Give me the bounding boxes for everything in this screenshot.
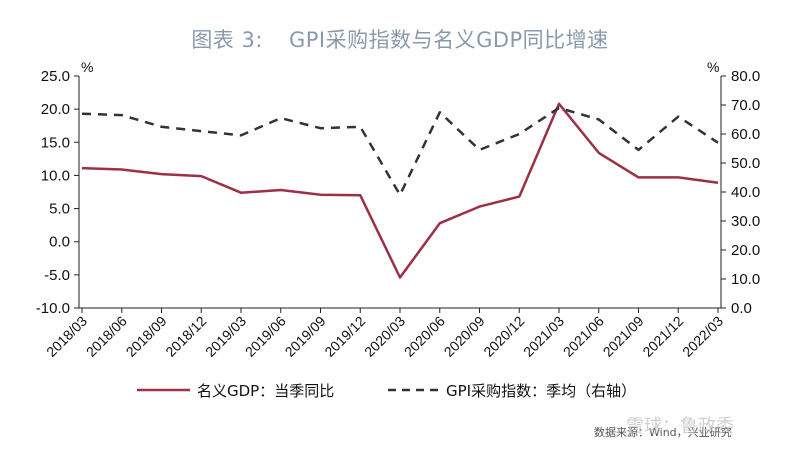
legend-label-gpi: GPI采购指数：季均（右轴） (446, 382, 636, 400)
y-left-tick-label: 25.0 (41, 68, 70, 85)
x-tick-label: 2019/03 (202, 313, 249, 360)
x-tick-label: 2018/06 (83, 313, 130, 360)
watermark: 雪球：鲁政委 (626, 416, 734, 437)
y-right-tick-label: 60.0 (731, 126, 760, 143)
legend: 名义GDP：当季同比 GPI采购指数：季均（右轴） (137, 382, 636, 400)
y-right-unit: % (707, 59, 719, 75)
series-line-gpi (81, 106, 719, 197)
chart-title-prefix: 图表 3: (191, 28, 263, 52)
y-left-tick-label: 20.0 (41, 101, 70, 118)
chart-title: 图表 3: GPI采购指数与名义GDP同比增速 (0, 24, 800, 54)
x-tick-label: 2018/03 (43, 313, 90, 360)
y-right-tick-label: 80.0 (731, 68, 760, 85)
y-right-tick-label: 40.0 (731, 184, 760, 201)
y-right-tick-label: 70.0 (731, 97, 760, 114)
y-left-tick-label: 5.0 (49, 201, 70, 218)
x-tick-label: 2021/06 (560, 313, 607, 360)
axes: 25.0 20.0 15.0 10.0 5.0 0.0 -5.0 -10.0 80.0 70.0 6… (36, 59, 760, 360)
y-left-tick-label: 0.0 (49, 234, 70, 251)
y-right-tick-label: 0.0 (731, 300, 752, 317)
x-tick-label: 2022/03 (679, 313, 726, 360)
x-tick-label: 2021/12 (639, 313, 686, 360)
series-line-gdp (81, 102, 719, 279)
y-left-unit: % (81, 59, 93, 75)
x-tick-label: 2019/12 (321, 313, 368, 360)
y-left-tick-label: -5.0 (44, 267, 70, 284)
x-tick-label: 2020/03 (361, 313, 408, 360)
y-left-tick-label: 15.0 (41, 134, 70, 151)
x-tick-label: 2021/09 (600, 313, 647, 360)
y-left-tick-label: 10.0 (41, 167, 70, 184)
y-right-tick-label: 30.0 (731, 213, 760, 230)
y-right-tick-label: 20.0 (731, 242, 760, 259)
y-left-tick-label: -10.0 (36, 300, 70, 317)
source-note: 数据来源：Wind，兴业研究 (594, 425, 732, 439)
y-right-tick-label: 10.0 (731, 271, 760, 288)
x-tick-label: 2019/06 (242, 313, 289, 360)
x-tick-label: 2018/09 (123, 313, 170, 360)
x-tick-label: 2021/03 (520, 313, 567, 360)
x-tick-label: 2019/09 (282, 313, 329, 360)
x-tick-label: 2020/12 (480, 313, 527, 360)
legend-label-gdp: 名义GDP：当季同比 (197, 382, 334, 400)
x-tick-label: 2020/06 (401, 313, 448, 360)
chart-title-text: GPI采购指数与名义GDP同比增速 (288, 28, 609, 52)
y-right-tick-label: 50.0 (731, 155, 760, 172)
x-tick-label: 2020/09 (441, 313, 488, 360)
series-layer (81, 102, 719, 279)
x-tick-label: 2018/12 (162, 313, 209, 360)
